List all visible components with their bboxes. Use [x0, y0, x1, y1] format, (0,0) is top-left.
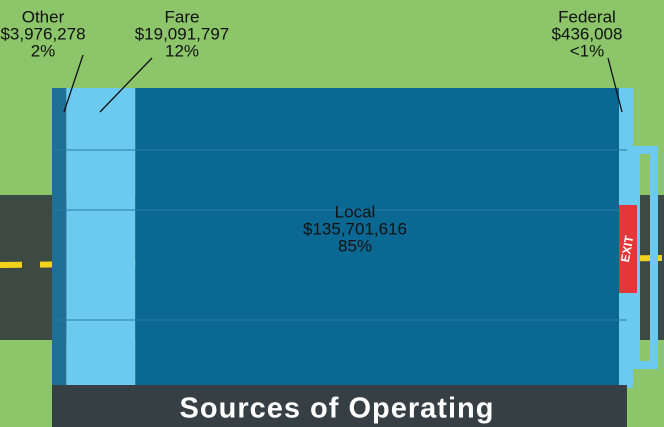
value-label: $135,701,616	[303, 219, 407, 238]
value-label: $3,976,278	[0, 24, 85, 43]
bar-segment	[66, 88, 136, 427]
chart-title: Sources of Operating	[180, 393, 495, 425]
leader-line	[63, 54, 84, 113]
leader-line	[99, 57, 153, 113]
bar-segment	[52, 88, 67, 427]
exit-text: EXIT	[618, 234, 637, 263]
title-banner	[52, 385, 627, 427]
percent-label: 2%	[31, 41, 56, 60]
leader-line	[607, 57, 623, 113]
percent-label: 12%	[165, 41, 199, 60]
segment-name: Other	[22, 7, 65, 26]
segment-name: Local	[335, 202, 376, 221]
segment-name: Fare	[165, 7, 200, 26]
bus	[52, 88, 658, 427]
percent-label: <1%	[570, 41, 605, 60]
value-label: $19,091,797	[135, 24, 230, 43]
segment-name: Federal	[558, 7, 616, 26]
exit-sign	[619, 205, 637, 293]
percent-label: 85%	[338, 236, 372, 255]
bar-segment	[135, 88, 626, 427]
value-label: $436,008	[552, 24, 623, 43]
